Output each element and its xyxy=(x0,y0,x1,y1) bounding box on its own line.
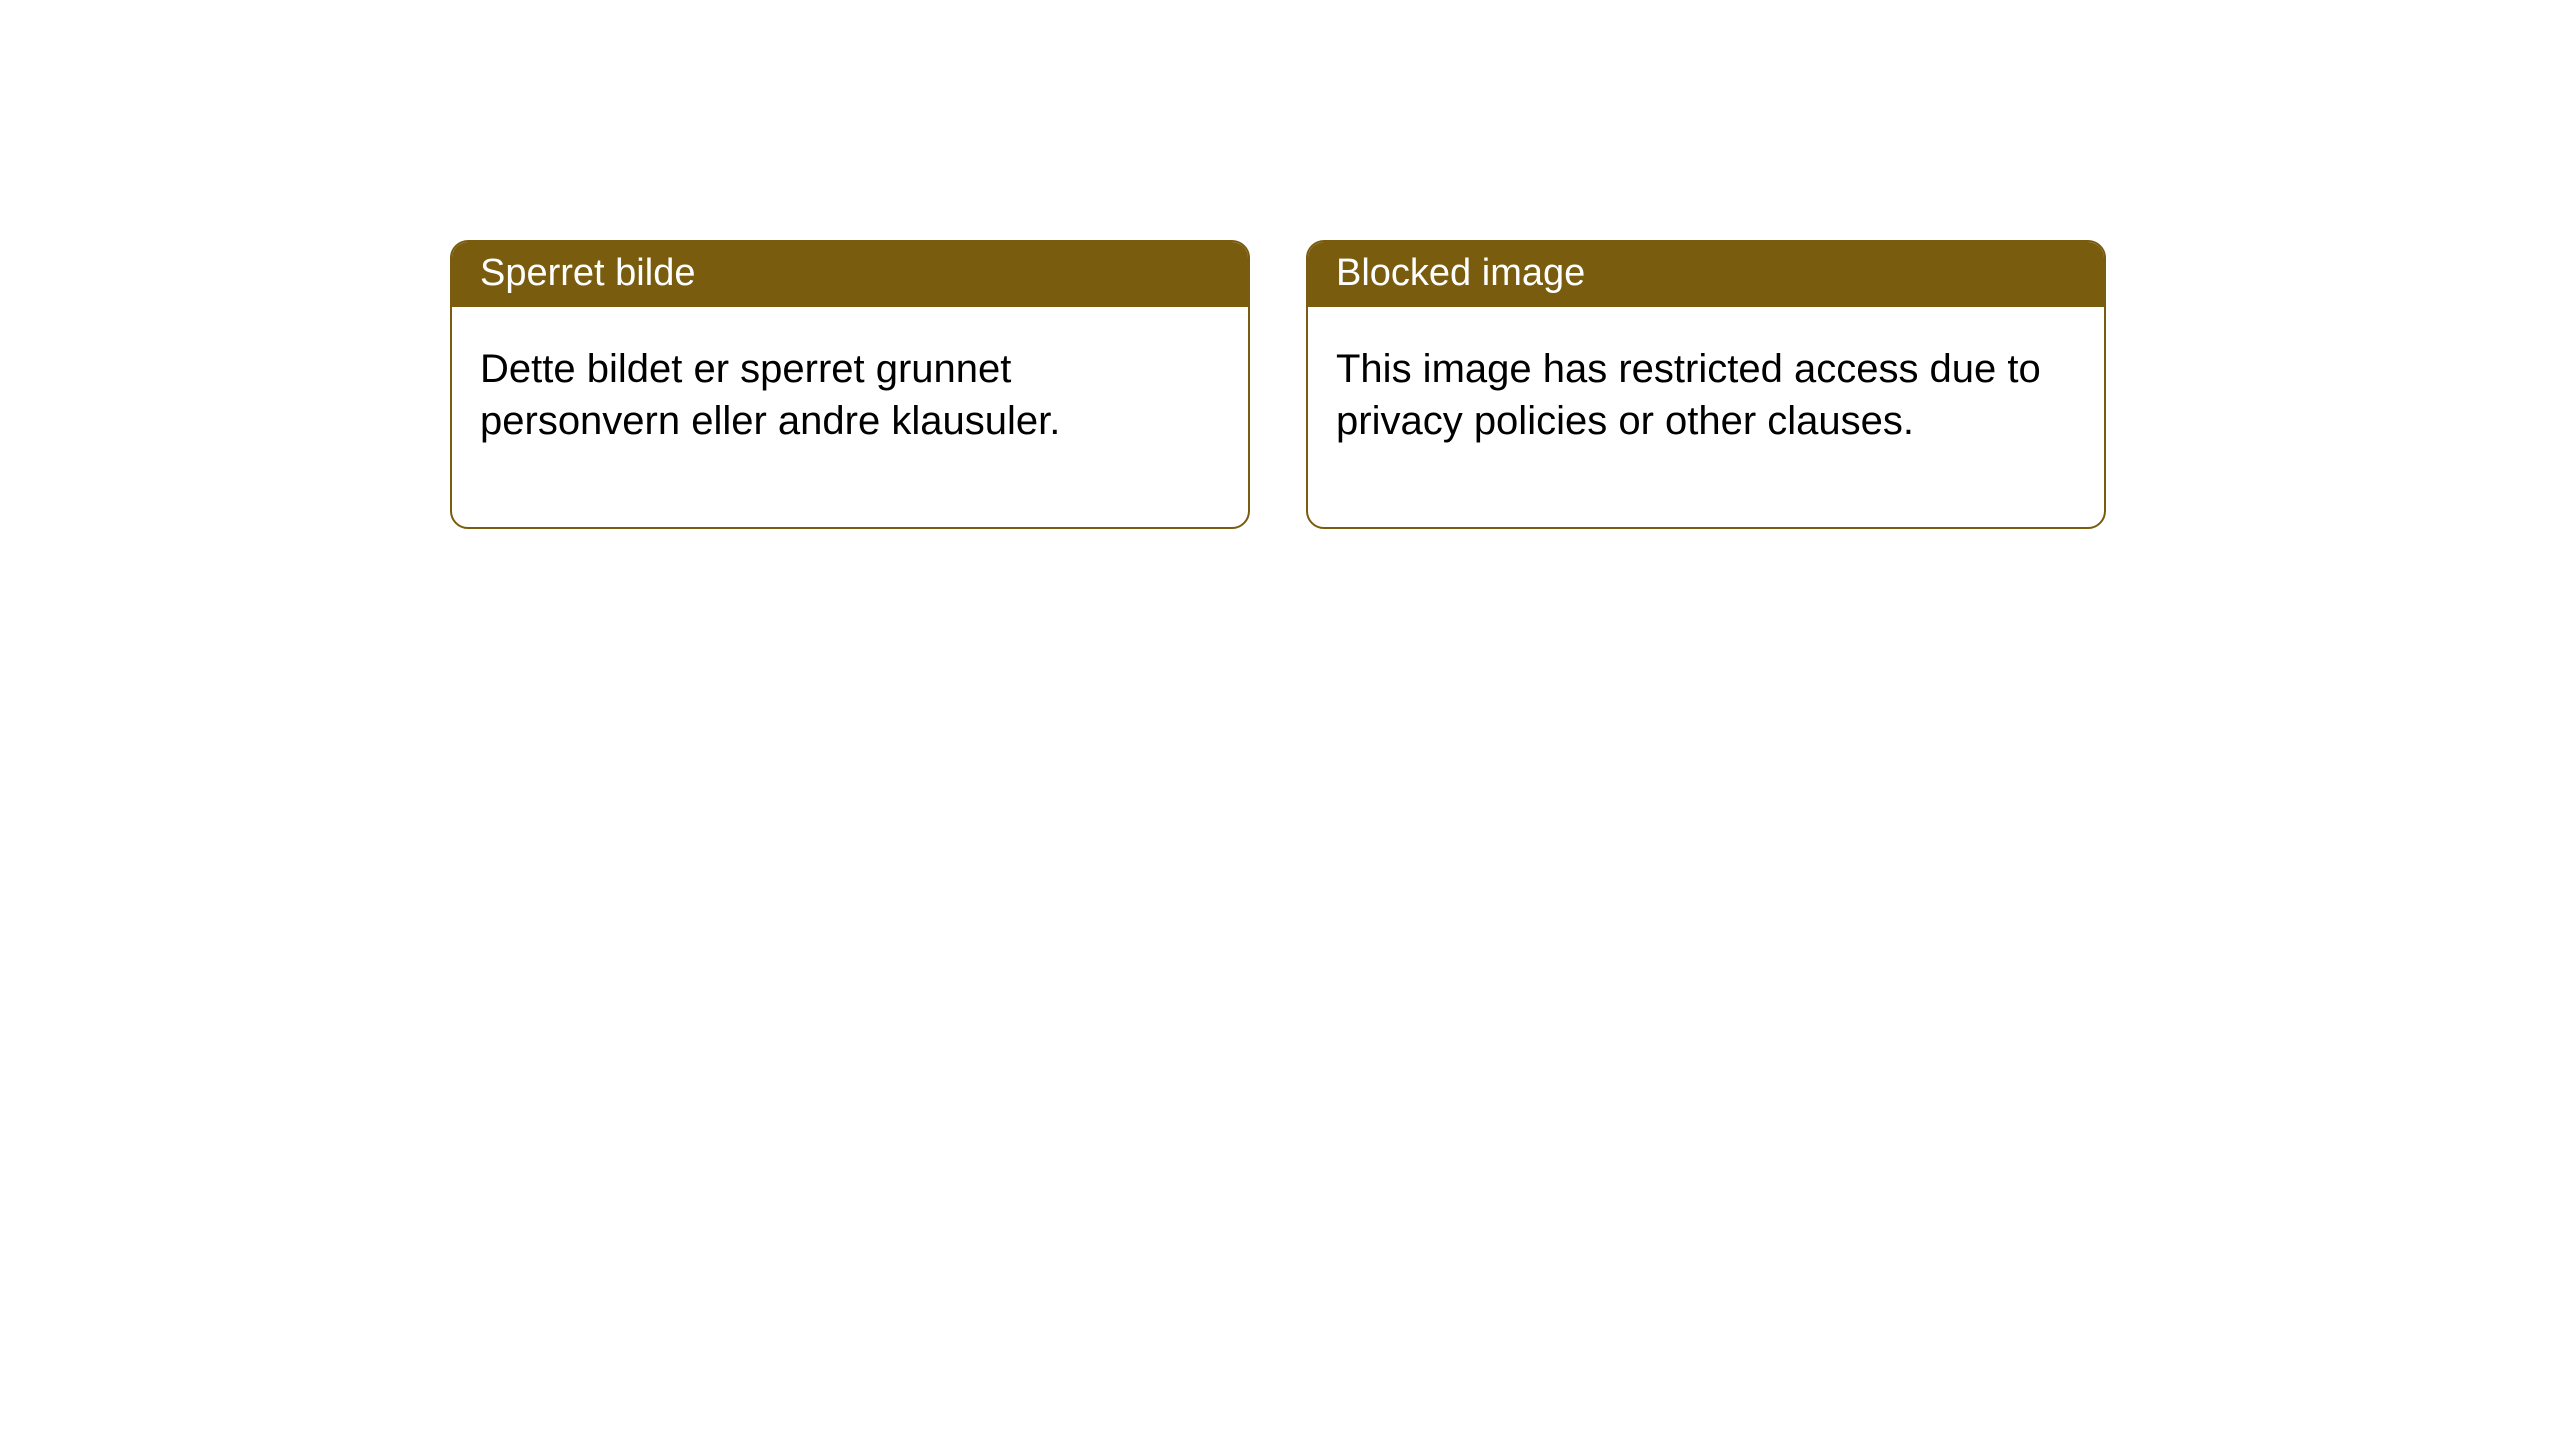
notice-box-english: Blocked image This image has restricted … xyxy=(1306,240,2106,529)
notice-body-norwegian: Dette bildet er sperret grunnet personve… xyxy=(452,307,1248,527)
notice-body-english: This image has restricted access due to … xyxy=(1308,307,2104,527)
notice-message-norwegian: Dette bildet er sperret grunnet personve… xyxy=(480,347,1060,443)
notice-title-norwegian: Sperret bilde xyxy=(480,252,695,294)
notice-header-english: Blocked image xyxy=(1308,242,2104,307)
notice-container: Sperret bilde Dette bildet er sperret gr… xyxy=(0,0,2560,529)
notice-header-norwegian: Sperret bilde xyxy=(452,242,1248,307)
notice-box-norwegian: Sperret bilde Dette bildet er sperret gr… xyxy=(450,240,1250,529)
notice-title-english: Blocked image xyxy=(1336,252,1585,294)
notice-message-english: This image has restricted access due to … xyxy=(1336,347,2041,443)
